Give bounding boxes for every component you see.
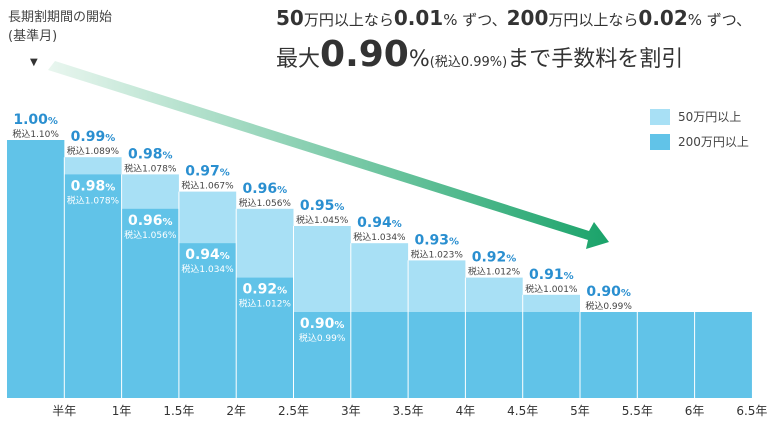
bar-200-11 [637,312,695,398]
bar-200-1 [64,174,122,398]
bar-200-10 [580,312,638,398]
headline-text-1: 万円以上なら [303,11,394,29]
s50-value-label-9: 0.91% [529,267,574,283]
headline-rate-001: 0.01 [393,6,444,30]
s200-tax-label-4: 税込1.012% [239,298,292,310]
start-marker-icon: ▼ [30,57,38,68]
s200-value-label-2: 0.96% [128,213,173,229]
legend-label-50: 50万円以上 [678,110,742,124]
bar-200-5 [293,312,351,398]
headline-max-rate: 0.90 [320,34,409,75]
headline-tax-included: (税込0.99%) [429,55,508,70]
s50-tax-label-6: 税込1.034% [353,231,406,243]
headline-text-4: % ずつ、 [687,11,752,29]
x-tick-label-1: 1年 [112,404,132,418]
s200-tax-label-5: 税込0.99% [299,332,346,344]
bar-200-8 [465,312,523,398]
x-tick-label-6: 3.5年 [393,404,424,418]
x-tick-label-9: 5年 [570,404,590,418]
legend-label-200: 200万円以上 [678,135,749,149]
x-tick-label-8: 4.5年 [507,404,538,418]
x-tick-label-10: 5.5年 [622,404,653,418]
headline-text-2: % ずつ、 [443,11,507,29]
s50-tax-label-3: 税込1.067% [181,180,234,192]
s50-tax-label-4: 税込1.056% [239,197,292,209]
s50-value-label-6: 0.94% [357,215,402,231]
s50-value-label-2: 0.98% [128,146,173,162]
bar-200-9 [522,312,580,398]
legend-item-50: 50万円以上 [650,108,741,125]
trend-arrow-icon [48,61,609,249]
legend-item-200: 200万円以上 [650,133,749,150]
s50-value-label-5: 0.95% [300,198,345,214]
s200-value-label-5: 0.90% [300,316,345,332]
s50-value-label-8: 0.92% [472,250,517,266]
headline-discount-text: まで手数料を割引 [507,47,684,72]
legend-swatch-light [650,108,670,125]
s200-tax-label-3: 税込1.034% [181,263,234,275]
s50-tax-label-5: 税込1.045% [296,214,349,226]
s50-tax-label-9: 税込1.001% [525,283,578,295]
s200-value-label-3: 0.94% [185,247,230,263]
s50-value-label-1: 0.99% [71,129,116,145]
x-tick-label-3: 2年 [226,404,246,418]
axis-note-line1: 長期割期間の開始 [8,10,113,25]
s50-value-label-7: 0.93% [414,232,459,248]
s200-value-label-1: 0.98% [71,178,116,194]
bar-200-0 [7,140,65,398]
headline-line1: 50万円以上なら0.01% ずつ、200万円以上なら0.02% ずつ、 [276,6,751,30]
s50-tax-label-2: 税込1.078% [124,162,177,174]
headline-rate-002: 0.02 [638,6,688,30]
x-tick-label-4: 2.5年 [278,404,309,418]
bar-200-6 [350,312,409,398]
s200-tax-label-2: 税込1.056% [124,229,177,241]
headline-percent: % [408,47,430,72]
axis-note-line2: (基準月) [8,29,58,44]
axis-note: 長期割期間の開始 (基準月) [8,8,112,46]
bar-200-4 [236,277,294,398]
headline-amount-200: 200 [506,6,549,30]
s50-tax-label-10: 税込0.99% [585,300,632,312]
headline-text-3: 万円以上なら [548,11,639,29]
bar-200-3 [178,243,237,398]
s50-value-label-0: 1.00% [13,112,58,128]
s50-value-label-4: 0.96% [243,181,288,197]
s50-tax-label-0: 税込1.10% [12,128,59,140]
legend-swatch-dark [650,133,670,150]
s50-value-label-10: 0.90% [586,284,631,300]
s50-tax-label-7: 税込1.023% [411,248,464,260]
headline-amount-50: 50 [276,6,304,30]
x-tick-label-2: 1.5年 [163,404,194,418]
headline-max-label: 最大 [276,47,321,72]
headline-line2: 最大0.90%(税込0.99%)まで手数料を割引 [276,34,683,75]
s200-tax-label-1: 税込1.078% [67,194,120,206]
x-tick-label-7: 4年 [456,404,476,418]
s50-tax-label-1: 税込1.089% [67,145,120,157]
s200-value-label-4: 0.92% [243,282,288,298]
s50-value-label-3: 0.97% [185,164,230,180]
x-tick-label-11: 6年 [685,404,705,418]
bar-200-7 [408,312,466,398]
bar-200-2 [121,208,179,398]
x-tick-label-12: 6.5年 [736,404,767,418]
x-tick-label-5: 3年 [341,404,361,418]
bar-200-12 [694,312,752,398]
x-tick-label-0: 半年 [52,404,76,418]
s50-tax-label-8: 税込1.012% [468,266,521,278]
